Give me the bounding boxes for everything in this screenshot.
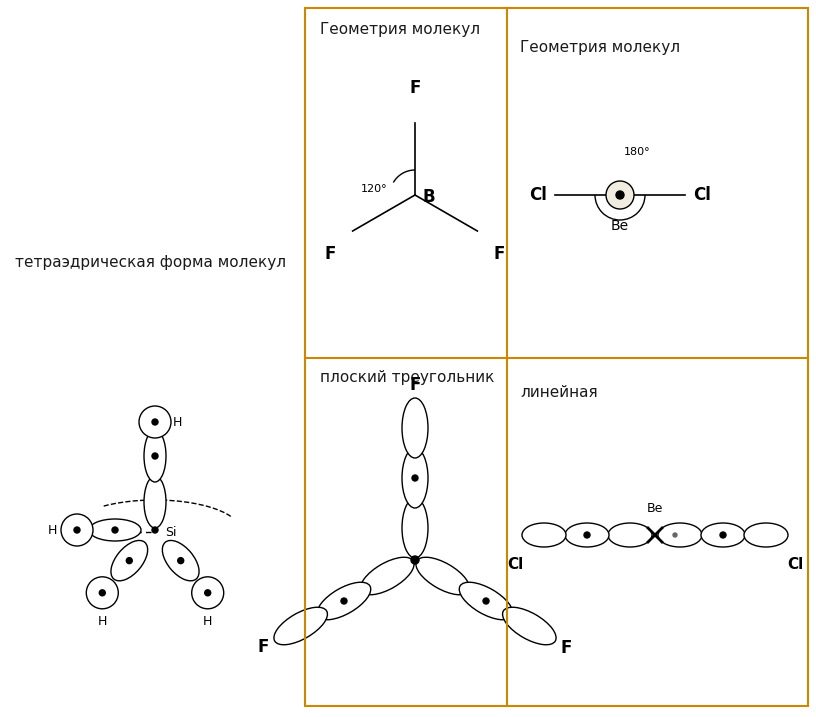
Circle shape — [139, 406, 171, 438]
Text: H: H — [203, 614, 212, 628]
Text: F: F — [410, 376, 421, 394]
Ellipse shape — [658, 523, 702, 547]
Circle shape — [178, 558, 184, 564]
Ellipse shape — [608, 523, 652, 547]
Text: H: H — [173, 415, 182, 429]
Ellipse shape — [701, 523, 745, 547]
Circle shape — [483, 598, 489, 604]
Ellipse shape — [144, 476, 166, 528]
Ellipse shape — [402, 448, 428, 508]
Text: F: F — [494, 245, 505, 263]
Text: F: F — [410, 79, 421, 97]
Circle shape — [152, 527, 158, 533]
Bar — [305, 8, 808, 706]
Ellipse shape — [111, 541, 148, 581]
Text: тетраэдрическая форма молекул: тетраэдрическая форма молекул — [15, 255, 286, 270]
Text: Be: Be — [647, 502, 663, 515]
Circle shape — [112, 527, 118, 533]
Ellipse shape — [416, 557, 469, 595]
Ellipse shape — [89, 519, 141, 541]
Text: 180°: 180° — [624, 147, 650, 157]
Ellipse shape — [522, 523, 566, 547]
Text: Cl: Cl — [787, 557, 803, 572]
Circle shape — [126, 558, 132, 564]
Ellipse shape — [402, 398, 428, 458]
Ellipse shape — [565, 523, 609, 547]
Text: F: F — [258, 639, 269, 657]
Ellipse shape — [402, 498, 428, 558]
Circle shape — [412, 475, 418, 481]
Ellipse shape — [503, 607, 556, 645]
Text: Be: Be — [611, 219, 629, 233]
Text: плоский треугольник: плоский треугольник — [320, 370, 494, 385]
Circle shape — [61, 514, 93, 546]
Ellipse shape — [144, 430, 166, 482]
Text: H: H — [47, 523, 57, 536]
Circle shape — [606, 181, 634, 209]
Circle shape — [341, 598, 347, 604]
Text: 120°: 120° — [361, 184, 387, 194]
Circle shape — [74, 527, 80, 533]
Circle shape — [720, 532, 726, 538]
Ellipse shape — [744, 523, 788, 547]
Circle shape — [100, 590, 105, 596]
Ellipse shape — [459, 582, 512, 619]
Text: Cl: Cl — [507, 557, 523, 572]
Text: Si: Si — [165, 526, 176, 538]
Ellipse shape — [361, 557, 414, 595]
Text: Cl: Cl — [693, 186, 711, 204]
Circle shape — [411, 556, 419, 564]
Ellipse shape — [162, 541, 199, 581]
Ellipse shape — [274, 607, 327, 645]
Text: линейная: линейная — [520, 385, 597, 400]
Circle shape — [616, 191, 624, 199]
Circle shape — [192, 576, 224, 609]
Ellipse shape — [317, 582, 370, 619]
Text: B: B — [423, 188, 436, 206]
Circle shape — [86, 576, 118, 609]
Text: H: H — [98, 614, 107, 628]
Text: F: F — [325, 245, 336, 263]
Circle shape — [152, 453, 158, 459]
Text: B: B — [421, 564, 428, 574]
Text: F: F — [561, 639, 572, 657]
Circle shape — [205, 590, 211, 596]
Text: Геометрия молекул: Геометрия молекул — [320, 22, 480, 37]
Circle shape — [584, 532, 590, 538]
Text: Геометрия молекул: Геометрия молекул — [520, 40, 680, 55]
Circle shape — [152, 419, 158, 425]
Circle shape — [673, 533, 677, 537]
Text: Cl: Cl — [529, 186, 547, 204]
